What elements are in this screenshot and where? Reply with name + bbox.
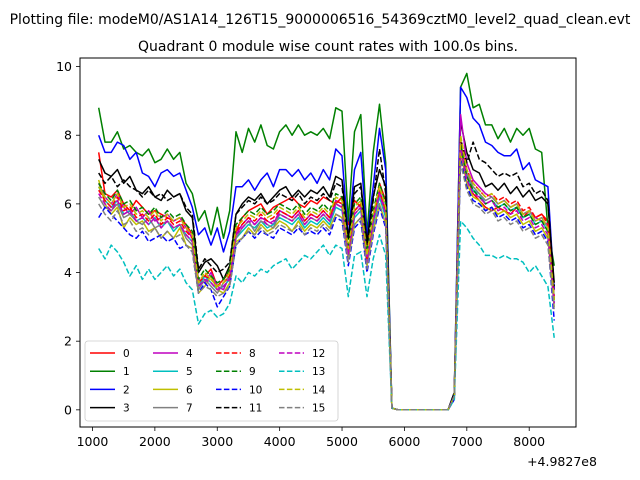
y-tick-label: 4 <box>64 265 72 280</box>
legend-label-3: 3 <box>123 403 130 415</box>
x-tick-label: 5000 <box>326 434 358 449</box>
series-line-9 <box>98 144 555 411</box>
x-tick-label: 2000 <box>139 434 171 449</box>
legend-label-6: 6 <box>186 384 193 396</box>
legend-label-10: 10 <box>249 384 262 396</box>
legend-label-0: 0 <box>123 348 130 360</box>
y-tick-label: 8 <box>64 128 72 143</box>
axes-frame <box>79 57 577 428</box>
x-tick-label: 3000 <box>201 434 233 449</box>
legend-label-11: 11 <box>249 403 262 415</box>
y-axis: 0 2 4 6 8 10 <box>56 59 80 417</box>
series-line-4 <box>98 113 555 411</box>
x-offset-label: +4.9827e8 <box>527 454 597 469</box>
legend-label-4: 4 <box>186 348 193 360</box>
x-tick-label: 1000 <box>77 434 109 449</box>
series-line-6 <box>97 151 555 411</box>
legend-label-13: 13 <box>312 366 325 378</box>
legend-label-2: 2 <box>123 384 130 396</box>
x-tick-label: 4000 <box>264 434 296 449</box>
legend-label-5: 5 <box>186 366 193 378</box>
plot-lines <box>97 72 555 411</box>
legend-label-7: 7 <box>186 403 193 415</box>
legend-label-9: 9 <box>249 366 256 378</box>
y-tick-label: 10 <box>56 59 72 74</box>
chart-title: Quadrant 0 module wise count rates with … <box>138 39 518 55</box>
series-line-15 <box>98 161 555 411</box>
figure-suptitle: Plotting file: modeM0/AS1A14_126T15_9000… <box>10 12 631 28</box>
legend-label-8: 8 <box>249 348 256 360</box>
series-line-11 <box>98 137 555 411</box>
legend-frame <box>84 340 339 422</box>
series-line-12 <box>98 148 555 411</box>
series-line-10 <box>98 158 555 411</box>
y-tick-label: 6 <box>64 196 72 211</box>
series-line-2 <box>97 86 555 411</box>
y-tick-label: 2 <box>64 334 72 349</box>
legend-label-14: 14 <box>312 384 326 396</box>
series-line-14 <box>98 134 555 411</box>
legend-label-15: 15 <box>312 403 325 415</box>
legend-label-1: 1 <box>123 366 130 378</box>
y-tick-label: 0 <box>64 402 72 417</box>
x-tick-label: 7000 <box>451 434 483 449</box>
x-axis: 1000 2000 3000 4000 5000 6000 7000 8000 <box>77 427 545 449</box>
series-line-13 <box>98 220 555 411</box>
x-tick-label: 8000 <box>513 434 545 449</box>
legend-label-12: 12 <box>312 348 325 360</box>
x-tick-label: 6000 <box>389 434 421 449</box>
series-line-1 <box>97 72 555 411</box>
